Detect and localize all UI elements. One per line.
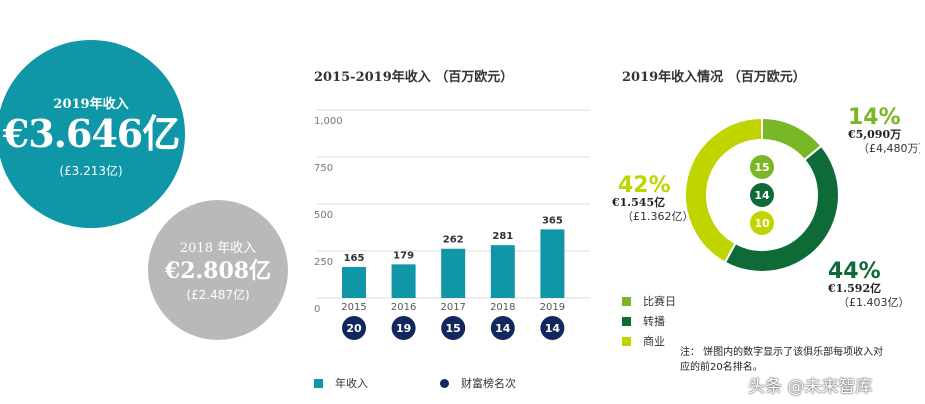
rank-badge [540,316,565,340]
slice-rank-label: 10 [754,217,770,230]
rank-badge [490,316,515,340]
pie-note: 注： 饼图内的数字显示了该俱乐部每项收入对应的前20名排名。 [680,347,884,373]
slice-percent-label: 14% [848,105,901,130]
legend-rank-label: 财富榜名次 [461,377,516,390]
bar [342,266,366,298]
legend-commercial-label: 商业 [643,335,665,348]
donut-slice [723,144,840,273]
bar [490,245,515,298]
bar-value-label: 281 [492,231,513,242]
x-tick-label: 2015 [341,302,366,313]
slice-sub-label: （£1.403亿） [838,296,910,309]
y-tick-label: 0 [314,304,320,315]
rank-label: 15 [446,322,461,335]
slice-value-label: €1.545亿 [611,195,665,209]
slice-rank-badge [750,155,774,179]
y-tick-label: 750 [314,163,333,174]
revenue-2019-value: €3.646亿 [2,111,180,156]
legend-commercial-swatch [622,336,631,346]
y-tick-label: 500 [314,210,333,221]
legend-revenue-swatch [314,378,323,388]
x-tick-label: 2016 [391,302,416,313]
slice-percent-label: 42% [618,173,671,198]
pie-chart-title: 2019年收入情况 （百万欧元） [622,70,806,85]
bar-chart-title: 2015-2019年收入 （百万欧元） [314,70,514,85]
legend-broadcast-label: 转播 [643,315,665,328]
revenue-2018-value: €2.808亿 [164,258,272,284]
legend-matchday-label: 比赛日 [643,295,676,308]
legend-broadcast-swatch [622,316,631,326]
slice-rank-badge [750,183,774,207]
slice-rank-label: 15 [754,161,769,174]
rank-label: 19 [396,322,411,335]
legend-broadcast: 转播 [622,313,665,329]
revenue-2018-label: 2018 年收入 [179,241,257,256]
legend-revenue-label: 年收入 [335,377,368,390]
slice-rank-badge [750,211,774,235]
donut-chart: 15 14 10 14%€5,090万（£4,480万） 44%€1.592亿（£1.4… [611,105,920,309]
rank-label: 20 [346,322,362,335]
watermark: 头条 @未来智库 [748,377,873,397]
rank-label: 14 [545,322,561,335]
rank-badge [441,316,466,340]
legend-commercial: 商业 [622,333,665,349]
x-tick-label: 2019 [540,302,565,313]
legend-rank-dot [440,378,449,388]
slice-percent-label: 44% [828,259,881,284]
x-tick-label: 2018 [490,302,515,313]
legend-revenue: 年收入 [314,375,368,391]
bar [441,248,466,298]
y-tick-label: 1,000 [314,116,343,127]
revenue-2019-label: 2019年收入 [53,97,129,112]
rank-label: 14 [495,322,511,335]
bar-value-label: 365 [542,215,563,226]
revenue-2018-gbp: (£2.487亿) [186,288,250,302]
revenue-2019-circle: 2019年收入 €3.646亿 (£3.213亿) [0,40,185,228]
bar-value-label: 262 [443,235,464,246]
slice-value-label: €5,090万 [847,128,901,141]
legend-matchday-swatch [622,296,631,306]
bar [540,229,565,298]
revenue-2019-gbp: (£3.213亿) [59,164,123,178]
slice-sub-label: （£1.362亿） [622,210,694,223]
slice-rank-label: 14 [754,189,770,202]
bar-value-label: 165 [344,253,365,264]
legend-rank: 财富榜名次 [440,375,516,391]
bar-chart: 1,000 750 500 250 0 165 2015 20 179 2016 19 262 2017… [314,109,590,340]
bar-value-label: 179 [393,250,414,261]
y-tick-label: 250 [314,257,333,268]
slice-value-label: €1.592亿 [827,281,881,295]
donut-slice [684,116,763,264]
revenue-2018-circle: 2018 年收入 €2.808亿 (£2.487亿) [148,200,288,340]
rank-badge [342,316,366,340]
bar [391,264,416,298]
rank-badge [391,316,416,340]
x-tick-label: 2017 [440,302,465,313]
slice-sub-label: （£4,480万） [858,142,920,155]
legend-matchday: 比赛日 [622,293,676,309]
